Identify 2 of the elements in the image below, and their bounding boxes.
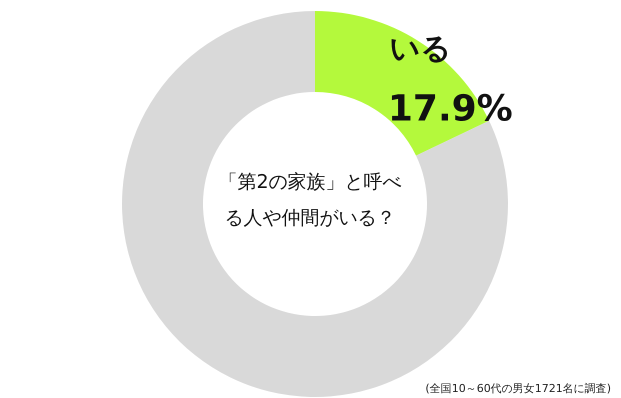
text: 「第2の家族」と呼べる人や仲間がいる？	[217, 170, 403, 231]
text: (全国10～60代の男女1721名に調査)	[425, 381, 611, 396]
